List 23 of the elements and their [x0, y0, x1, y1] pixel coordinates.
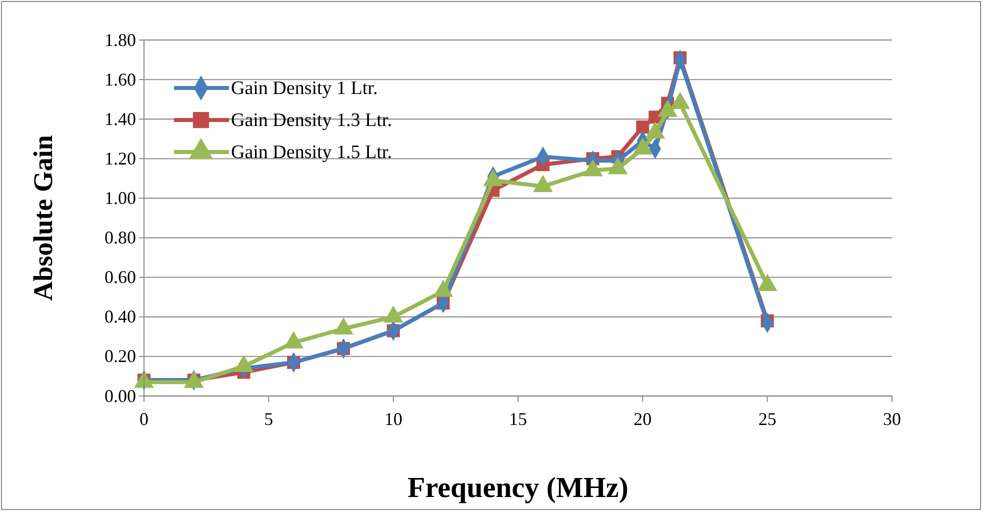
y-tick-label: 1.80	[104, 30, 136, 50]
legend-label: Gain Density 1.3 Ltr.	[231, 110, 392, 131]
y-tick-label: 1.00	[104, 188, 136, 208]
y-tick-label: 1.20	[104, 148, 136, 168]
y-axis-title: Absolute Gain	[28, 135, 58, 301]
y-tick-label: 0.60	[104, 267, 136, 288]
y-tick-label: 0.00	[104, 386, 136, 406]
legend-label: Gain Density 1 Ltr.	[231, 78, 378, 99]
y-tick-label: 0.40	[104, 306, 136, 327]
y-tick-label: 0.80	[104, 228, 136, 248]
x-tick-label: 0	[140, 408, 148, 429]
x-tick-label: 20	[634, 408, 652, 429]
x-tick-label: 30	[883, 408, 901, 429]
y-tick-label: 0.20	[104, 346, 136, 366]
x-axis-title: Frequency (MHz)	[408, 472, 628, 504]
point	[636, 120, 650, 134]
x-tick-label: 15	[509, 408, 527, 429]
x-tick-label: 10	[384, 408, 402, 429]
legend-label: Gain Density 1.5 Ltr.	[231, 142, 392, 163]
x-tick-label: 5	[264, 408, 274, 429]
y-tick-label: 1.40	[104, 108, 136, 129]
y-tick-label: 1.60	[104, 69, 136, 90]
x-tick-label: 25	[758, 408, 776, 429]
